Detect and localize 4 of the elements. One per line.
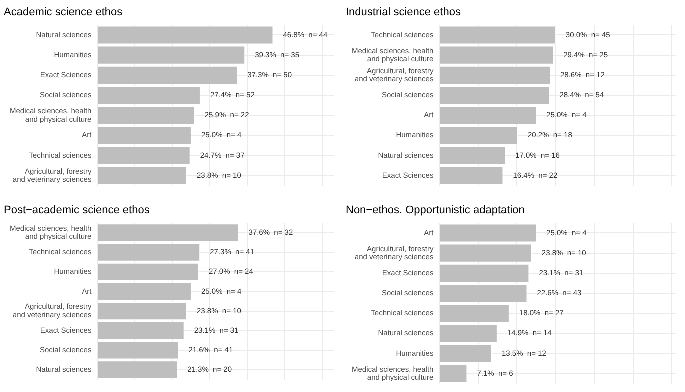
chart-title: Non−ethos. Opportunistic adaptation — [346, 204, 525, 217]
chart-title: Industrial science ethos — [346, 6, 462, 19]
chart-title: Post−academic science ethos — [4, 204, 150, 217]
chart-title: Academic science ethos — [4, 6, 124, 19]
